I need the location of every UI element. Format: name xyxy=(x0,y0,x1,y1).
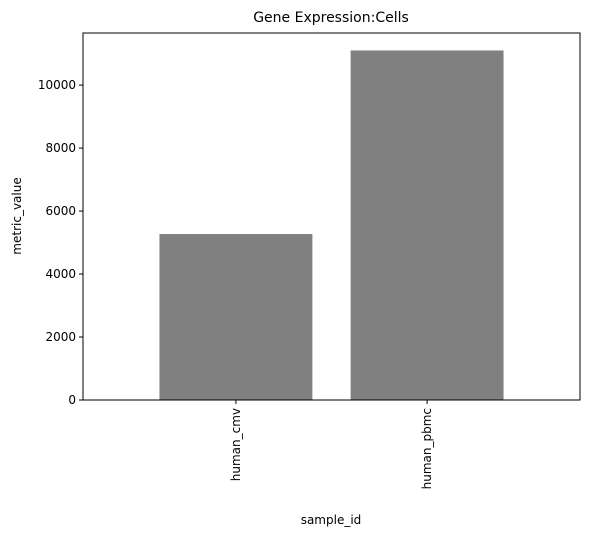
bars-layer xyxy=(159,50,504,400)
x-tick-label: human_cmv xyxy=(229,408,243,481)
plot-frame xyxy=(82,32,581,401)
y-axis: 0 2000 4000 6000 8000 10000 xyxy=(38,78,83,407)
y-tick-label: 8000 xyxy=(45,141,76,155)
chart-title: Gene Expression:Cells xyxy=(253,10,409,26)
y-tick-label: 0 xyxy=(68,393,76,407)
x-axis-label: sample_id xyxy=(301,513,362,527)
y-tick-label: 6000 xyxy=(45,204,76,218)
y-tick-label: 4000 xyxy=(45,267,76,281)
y-tick-label: 10000 xyxy=(38,78,76,92)
x-tick-label: human_pbmc xyxy=(420,408,434,489)
bar-human_cmv xyxy=(159,234,313,400)
bar-human_pbmc xyxy=(350,50,504,400)
y-tick-label: 2000 xyxy=(45,330,76,344)
y-axis-label: metric_value xyxy=(10,177,24,254)
x-axis: human_cmv human_pbmc xyxy=(229,400,434,489)
